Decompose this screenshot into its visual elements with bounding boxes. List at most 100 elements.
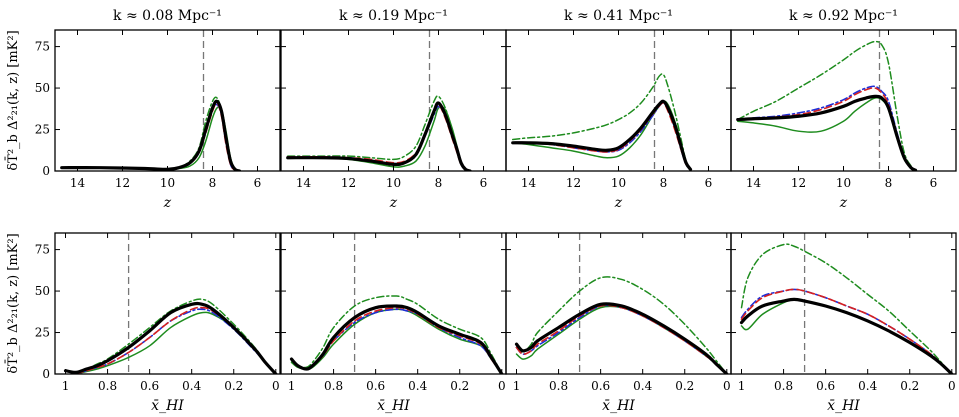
x-axis-label: x̄_HI	[602, 398, 635, 414]
x-tick-label: 0.4	[858, 379, 877, 393]
x-tick-label: 10	[611, 176, 626, 190]
x-tick-label: 0.8	[549, 379, 568, 393]
plot-frame	[280, 232, 507, 375]
x-tick-label: 0.4	[408, 379, 427, 393]
x-axis-label: x̄_HI	[151, 398, 184, 414]
x-tick-label: 0.8	[98, 379, 117, 393]
y-tick-label: 25	[35, 123, 50, 137]
x-tick-label: 8	[209, 176, 217, 190]
x-tick-label: 10	[386, 176, 401, 190]
series-black	[289, 304, 504, 374]
series-black	[511, 99, 693, 171]
series-green-solid	[61, 106, 241, 171]
x-tick-label: 14	[296, 176, 312, 190]
x-tick-label: 10	[836, 176, 851, 190]
series-group	[736, 40, 918, 171]
y-tick-label: 25	[35, 326, 50, 340]
x-tick-label: 0.6	[140, 379, 159, 393]
panel-title: k ≈ 0.41 Mpc⁻¹	[564, 8, 673, 24]
panel-8: 1 0.8 0.6 0.4 0.2 0 x̄_HI	[730, 232, 957, 414]
x-axis-label: z	[839, 195, 848, 211]
x-axis-label: x̄_HI	[827, 398, 860, 414]
x-tick-label: 14	[70, 176, 86, 190]
x-tick-label: 1	[288, 379, 296, 393]
x-tick-label: 0.8	[774, 379, 793, 393]
x-tick-label: 6	[480, 176, 488, 190]
panel-7: 1 0.8 0.6 0.4 0.2 0 x̄_HI	[505, 232, 732, 414]
x-tick-label: 1	[513, 379, 521, 393]
series-blue	[515, 304, 728, 374]
x-axis-label: z	[163, 195, 172, 211]
panel-title: k ≈ 0.08 Mpc⁻¹	[113, 8, 222, 24]
x-tick-label: 12	[341, 176, 356, 190]
y-tick-label: 50	[35, 81, 50, 95]
series-group	[739, 243, 954, 374]
x-tick-label: 10	[160, 176, 175, 190]
x-tick-label: 8	[435, 176, 443, 190]
x-tick-label: 14	[746, 176, 762, 190]
y-axis-label-row-2: δT̄²_b Δ²₂₁(k, z) [mK²]	[5, 233, 21, 373]
panel-6: 1 0.8 0.6 0.4 0.2 0 x̄_HI	[280, 232, 507, 414]
series-group	[511, 73, 693, 171]
x-tick-label: 0.2	[675, 379, 694, 393]
x-tick-label: 12	[791, 176, 806, 190]
series-group	[514, 276, 729, 374]
series-red	[511, 102, 692, 171]
panel-3: 14 12 10 8 6 z k ≈ 0.41 Mpc⁻¹	[505, 8, 732, 211]
x-tick-label: 1	[738, 379, 746, 393]
panel-4: 14 12 10 8 6 z k ≈ 0.92 Mpc⁻¹	[730, 8, 957, 211]
series-blue	[736, 85, 917, 171]
x-tick-label: 0.4	[182, 379, 201, 393]
x-tick-label: 0.6	[816, 379, 835, 393]
x-tick-label: 0.2	[224, 379, 243, 393]
plot-frame	[730, 232, 957, 375]
series-group	[286, 95, 472, 171]
y-tick-label: 75	[35, 40, 50, 54]
x-tick-label: 8	[660, 176, 668, 190]
x-axis-label: z	[614, 195, 623, 211]
series-group	[289, 295, 504, 374]
x-tick-label: 12	[566, 176, 581, 190]
series-group	[63, 298, 278, 374]
plot-frame	[54, 232, 281, 375]
y-tick-label: 0	[42, 367, 50, 381]
series-green-dashdot	[512, 73, 692, 171]
series-green-dashdot	[515, 276, 728, 374]
panel-2: 14 12 10 8 6 z k ≈ 0.19 Mpc⁻¹	[280, 8, 507, 211]
series-black	[736, 94, 918, 171]
y-tick-label: 0	[42, 164, 50, 178]
series-black	[286, 101, 472, 171]
panel-5: 1 0.8 0.6 0.4 0.2 0 0 25 50 75 x̄_HI	[35, 232, 281, 414]
panel-title: k ≈ 0.92 Mpc⁻¹	[789, 8, 898, 24]
series-red	[515, 304, 728, 374]
series-blue	[511, 102, 692, 171]
panel-title: k ≈ 0.19 Mpc⁻¹	[339, 8, 448, 24]
series-black	[60, 99, 242, 171]
x-tick-label: 14	[521, 176, 537, 190]
x-tick-label: 6	[930, 176, 938, 190]
series-green-solid	[740, 298, 953, 374]
x-axis-label: x̄_HI	[377, 398, 410, 414]
series-green-solid	[512, 100, 692, 171]
series-green-dashdot	[740, 243, 953, 374]
x-tick-label: 8	[885, 176, 893, 190]
series-black	[63, 301, 278, 374]
x-tick-label: 0.6	[591, 379, 610, 393]
series-black	[514, 302, 729, 374]
plot-frame	[280, 29, 507, 172]
series-red	[60, 102, 241, 171]
series-green-dashdot	[290, 295, 503, 374]
y-tick-label: 75	[35, 243, 50, 257]
series-black	[739, 297, 954, 374]
x-tick-label: 0	[948, 379, 956, 393]
panel-1: 14 12 10 8 6 0 25 50 75 z k ≈ 0.08 Mpc⁻¹	[35, 8, 281, 211]
series-blue	[60, 103, 241, 171]
x-tick-label: 0.8	[324, 379, 343, 393]
plot-frame	[54, 29, 281, 172]
x-tick-label: 6	[254, 176, 262, 190]
series-green-dashdot	[737, 40, 917, 171]
x-tick-label: 6	[705, 176, 713, 190]
series-green-solid	[515, 305, 728, 374]
plot-frame	[505, 232, 732, 375]
